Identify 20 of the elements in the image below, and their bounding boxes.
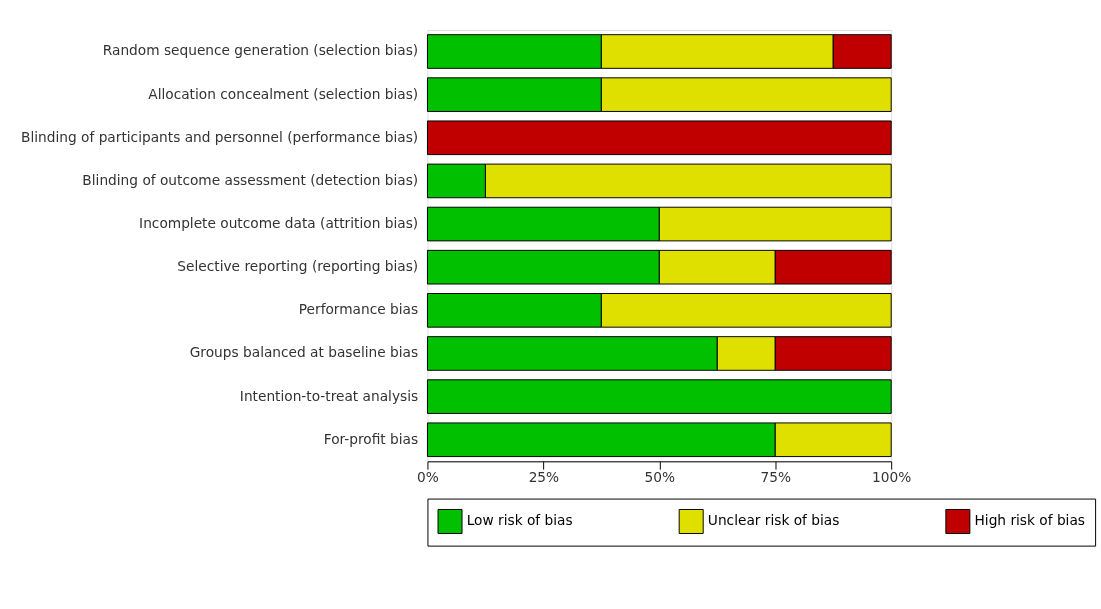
x-tick-label: 100% xyxy=(872,469,912,486)
x-tick-label: 75% xyxy=(760,469,791,486)
y-tick-label: For-profit bias xyxy=(323,430,419,447)
bar xyxy=(426,379,892,414)
y-tick-label: Performance bias xyxy=(298,301,419,318)
y-tick-label: Blinding of outcome assessment (detection bias) xyxy=(82,171,419,188)
y-tick-label: Intention-to-treat analysis xyxy=(239,387,419,404)
x-tick-label: 0% xyxy=(417,469,439,486)
bar xyxy=(426,120,892,156)
y-tick-label: Blinding of participants and personnel (performance bias) xyxy=(21,128,419,145)
legend-label: Low risk of bias xyxy=(466,512,573,529)
y-tick-label: Selective reporting (reporting bias) xyxy=(177,258,419,275)
y-tick-label: Groups balanced at baseline bias xyxy=(189,344,419,361)
x-tick-label: 50% xyxy=(644,469,676,486)
y-tick-label: Allocation concealment (selection bias) xyxy=(148,85,419,102)
x-tick-label: 25% xyxy=(528,469,560,486)
legend-label: High risk of bias xyxy=(974,512,1085,529)
y-tick-label: Random sequence generation (selection bias) xyxy=(102,42,419,59)
y-tick-label: Incomplete outcome data (attrition bias) xyxy=(139,214,419,231)
legend-label: Unclear risk of bias xyxy=(707,512,840,529)
